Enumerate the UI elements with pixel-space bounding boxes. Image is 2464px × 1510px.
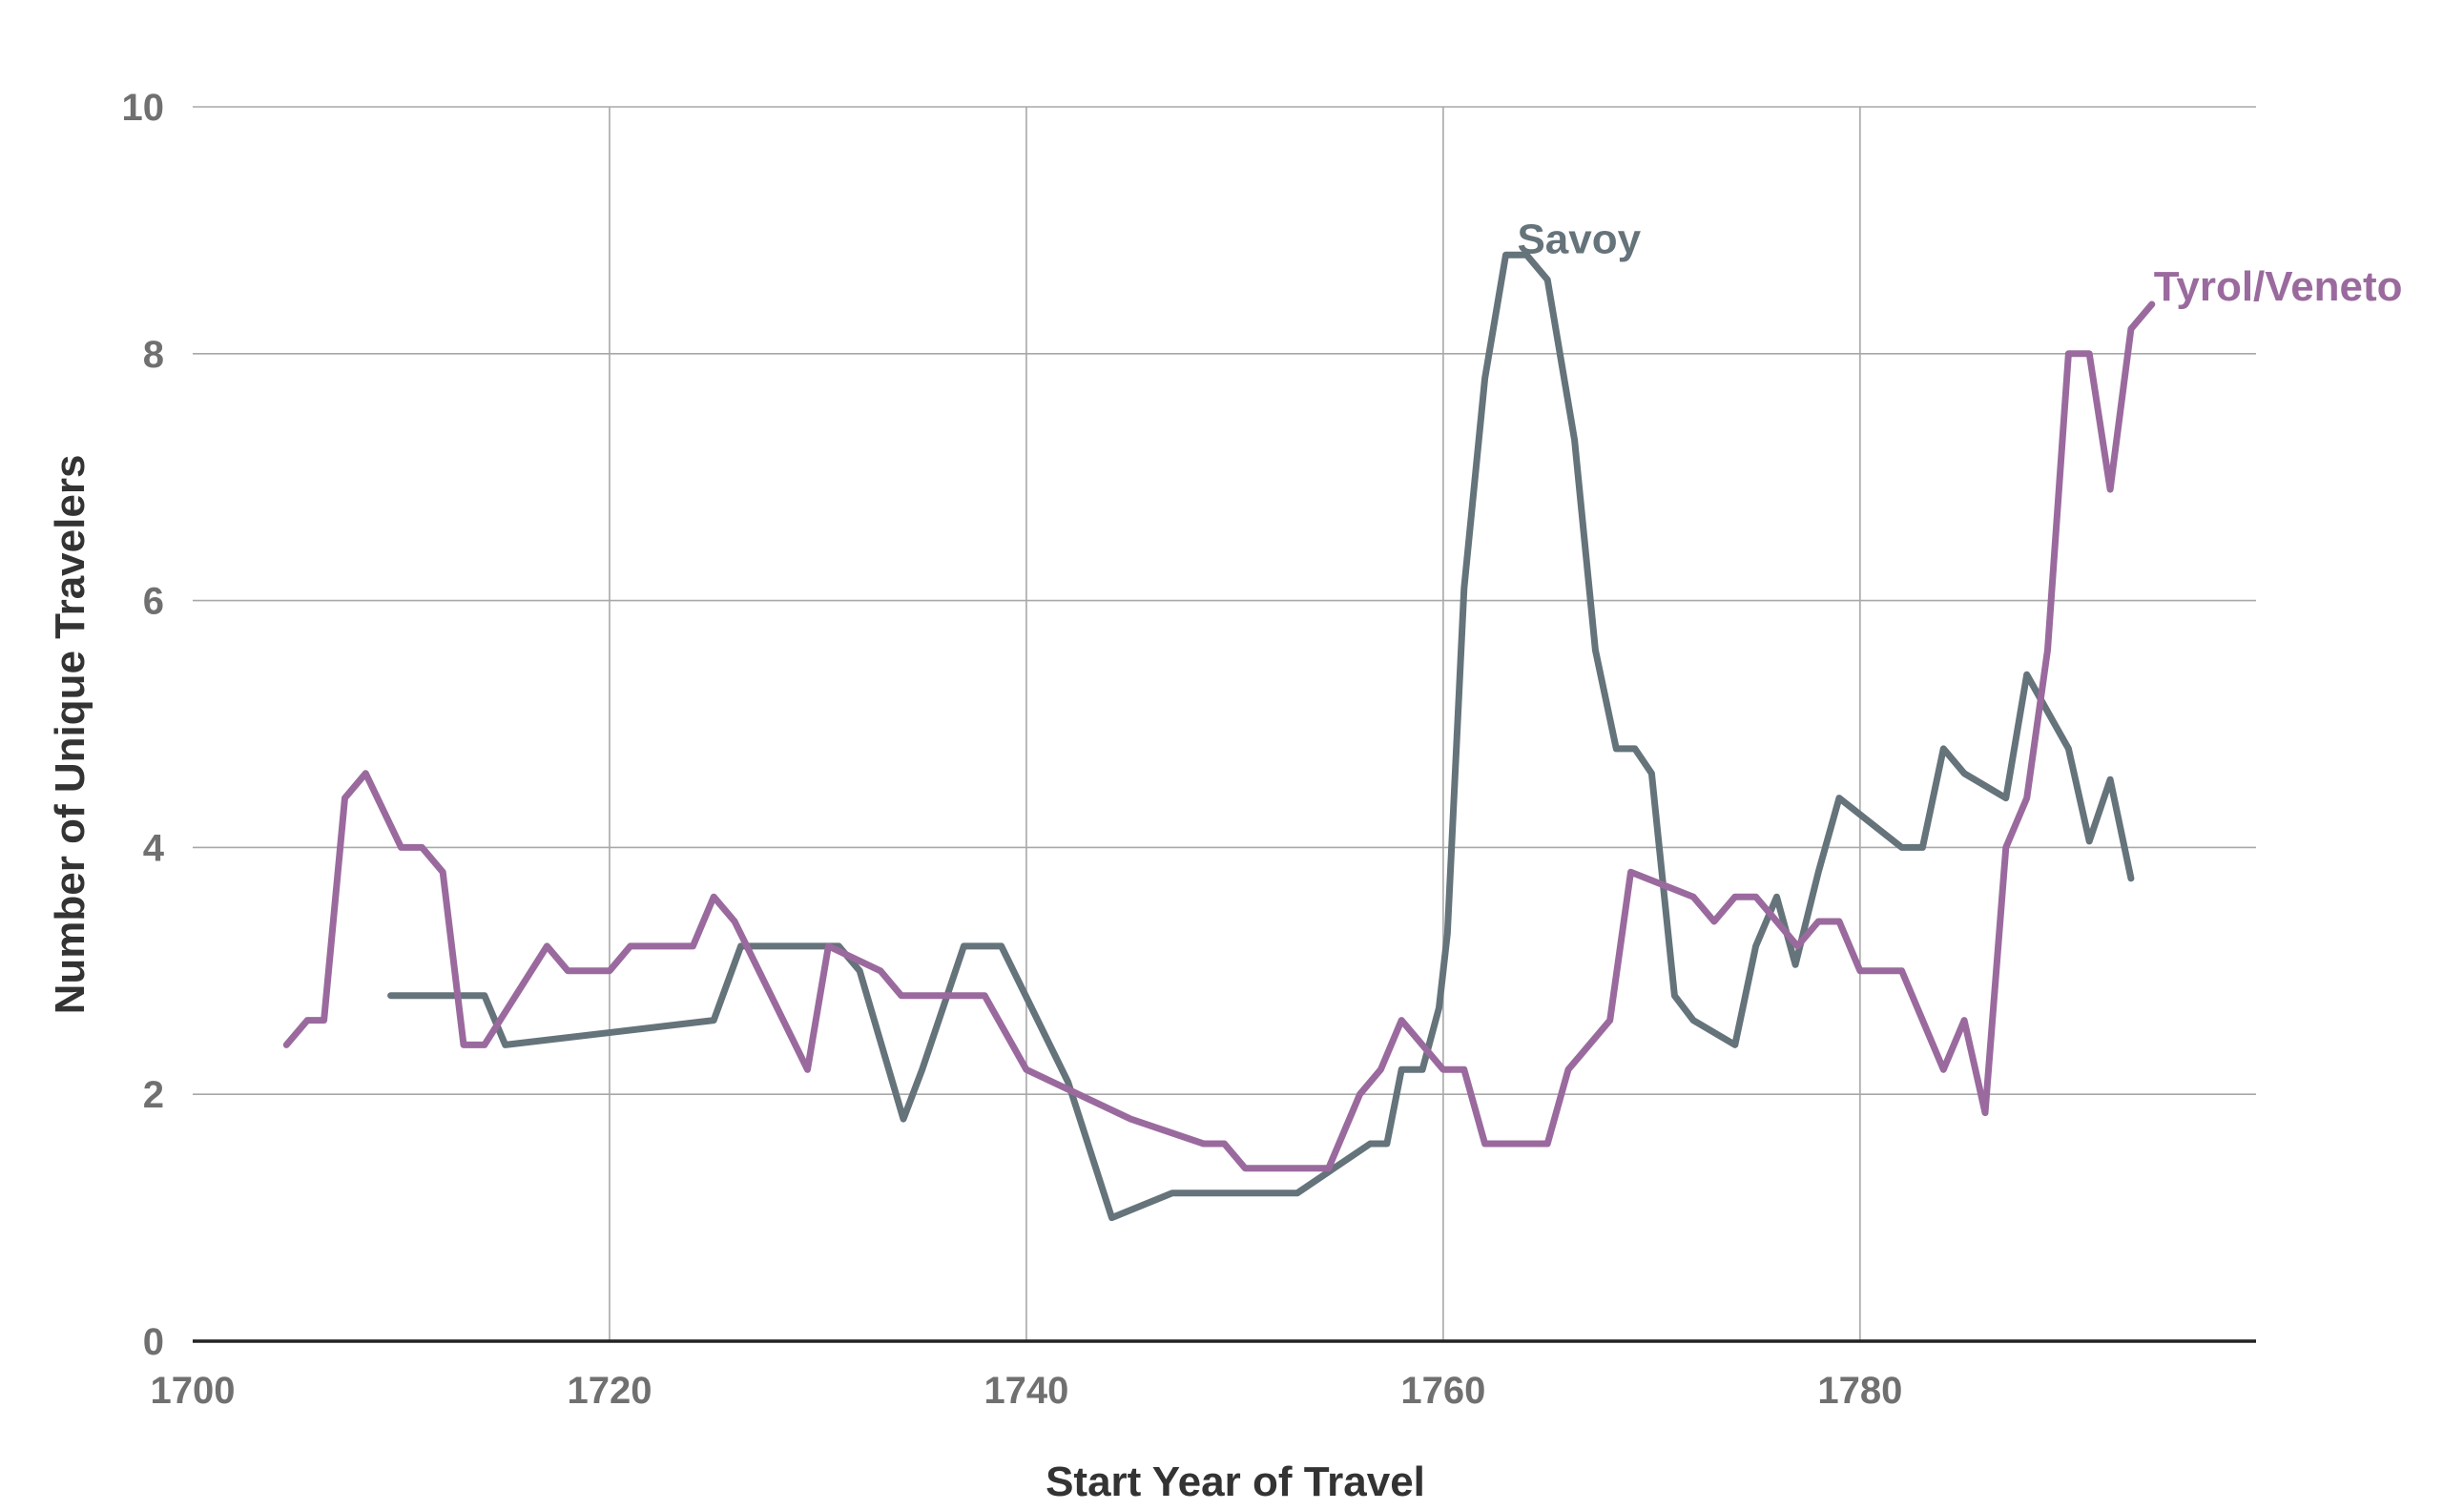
series-line-tyrol-veneto <box>282 300 2156 1172</box>
gridlines <box>193 106 2256 1341</box>
y-tick-label: 4 <box>143 827 165 869</box>
y-tick-label: 0 <box>143 1321 164 1363</box>
x-axis-title: Start Year of Travel <box>1046 1458 1425 1505</box>
x-tick-label: 1780 <box>1817 1370 1902 1412</box>
series-line-savoy <box>387 251 2135 1222</box>
y-axis-title: Number of Unique Travelers <box>47 455 93 1015</box>
axes: 0 2 4 6 8 10 1700 1720 1740 1760 1780 <box>122 87 2256 1412</box>
x-tick-label: 1720 <box>567 1370 652 1412</box>
y-tick-label: 10 <box>122 87 165 129</box>
series-label-tyrol-veneto: Tyrol/Veneto <box>2154 263 2403 310</box>
y-tick-label: 6 <box>143 581 164 623</box>
series-labels: Savoy Tyrol/Veneto <box>1517 216 2402 310</box>
y-tick-label: 2 <box>143 1074 164 1116</box>
y-tick-label: 8 <box>143 334 164 376</box>
x-tick-label: 1700 <box>151 1370 236 1412</box>
x-tick-label: 1760 <box>1400 1370 1485 1412</box>
series-label-savoy: Savoy <box>1517 216 1641 262</box>
series-lines <box>282 251 2156 1222</box>
x-tick-label: 1740 <box>984 1370 1068 1412</box>
